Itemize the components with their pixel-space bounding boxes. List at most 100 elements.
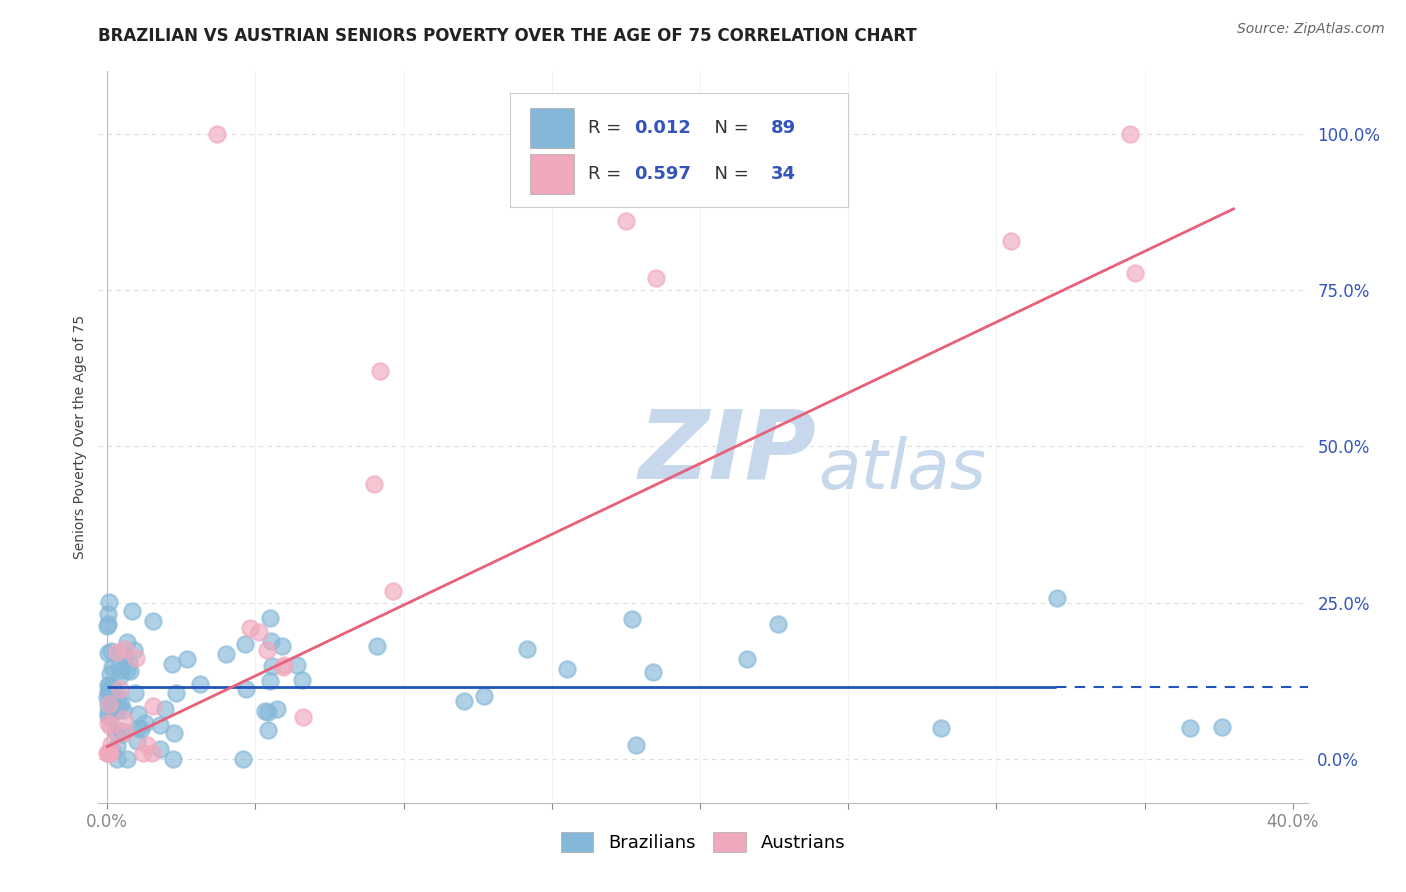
Point — [121, 604, 143, 618]
Point — [97, 697, 120, 711]
Point — [285, 657, 308, 672]
Point — [232, 752, 254, 766]
Point — [97, 708, 120, 723]
Point — [96, 619, 118, 633]
Point — [205, 127, 228, 141]
Point — [291, 673, 314, 687]
Point — [96, 690, 118, 704]
Point — [105, 686, 128, 700]
Point — [118, 664, 141, 678]
Point — [259, 674, 281, 689]
Point — [107, 691, 129, 706]
Point — [97, 746, 120, 760]
Point — [363, 477, 385, 491]
Point — [100, 681, 122, 695]
Point — [105, 752, 128, 766]
Point — [103, 683, 125, 698]
Point — [141, 746, 163, 760]
Text: 0.597: 0.597 — [634, 165, 690, 183]
Point — [107, 658, 129, 673]
Point — [105, 739, 128, 754]
Point — [271, 639, 294, 653]
Text: 89: 89 — [770, 119, 796, 136]
Point — [233, 637, 256, 651]
Y-axis label: Seniors Poverty Over the Age of 75: Seniors Poverty Over the Age of 75 — [73, 315, 87, 559]
Point — [98, 719, 121, 733]
Text: R =: R = — [588, 165, 627, 183]
Point — [235, 681, 257, 696]
Point — [132, 746, 155, 760]
Point — [271, 660, 294, 674]
Point — [112, 713, 135, 727]
Point — [142, 698, 165, 713]
Point — [253, 704, 276, 718]
Point — [98, 711, 121, 725]
Point — [239, 622, 262, 636]
Point — [472, 689, 495, 703]
Point — [1123, 266, 1146, 280]
Point — [257, 723, 280, 737]
Point — [160, 657, 183, 671]
Point — [124, 686, 146, 700]
Point — [125, 734, 148, 748]
Point — [149, 717, 172, 731]
Point — [100, 746, 122, 760]
Text: N =: N = — [703, 165, 755, 183]
Point — [162, 752, 184, 766]
Point — [104, 725, 127, 739]
Point — [117, 752, 139, 766]
Point — [96, 746, 118, 760]
Text: R =: R = — [588, 119, 627, 136]
Point — [100, 737, 122, 751]
Point — [97, 746, 120, 760]
Point — [368, 364, 391, 378]
Point — [1211, 720, 1233, 734]
Point — [176, 652, 198, 666]
Point — [190, 677, 212, 691]
Point — [260, 659, 283, 673]
Point — [153, 701, 176, 715]
Point — [101, 744, 124, 758]
Point — [1000, 234, 1022, 248]
Point — [555, 662, 578, 676]
Point — [621, 612, 644, 626]
Point — [644, 270, 666, 285]
Point — [125, 651, 148, 665]
Point — [256, 642, 278, 657]
Point — [614, 214, 637, 228]
Text: Source: ZipAtlas.com: Source: ZipAtlas.com — [1237, 22, 1385, 37]
Point — [118, 656, 141, 670]
Point — [97, 683, 120, 698]
Point — [117, 664, 139, 678]
Point — [259, 611, 281, 625]
Text: 34: 34 — [770, 165, 796, 183]
Point — [111, 727, 134, 741]
Point — [929, 721, 952, 735]
Point — [516, 642, 538, 657]
Point — [165, 686, 187, 700]
Point — [735, 652, 758, 666]
Point — [98, 678, 121, 692]
Point — [643, 665, 665, 680]
Text: N =: N = — [703, 119, 755, 136]
Point — [97, 746, 120, 760]
Text: 0.012: 0.012 — [634, 119, 690, 136]
Point — [163, 726, 186, 740]
Point — [249, 625, 271, 640]
FancyBboxPatch shape — [530, 153, 574, 194]
Point — [149, 742, 172, 756]
Point — [381, 584, 404, 599]
Point — [291, 710, 314, 724]
Text: ZIP: ZIP — [638, 405, 815, 499]
Point — [97, 616, 120, 631]
Point — [96, 646, 118, 660]
Point — [105, 645, 128, 659]
Point — [97, 705, 120, 719]
Text: atlas: atlas — [818, 436, 986, 503]
Point — [100, 643, 122, 657]
Point — [110, 663, 132, 677]
Point — [98, 666, 121, 681]
Point — [114, 725, 136, 739]
Point — [101, 660, 124, 674]
Point — [114, 648, 136, 663]
